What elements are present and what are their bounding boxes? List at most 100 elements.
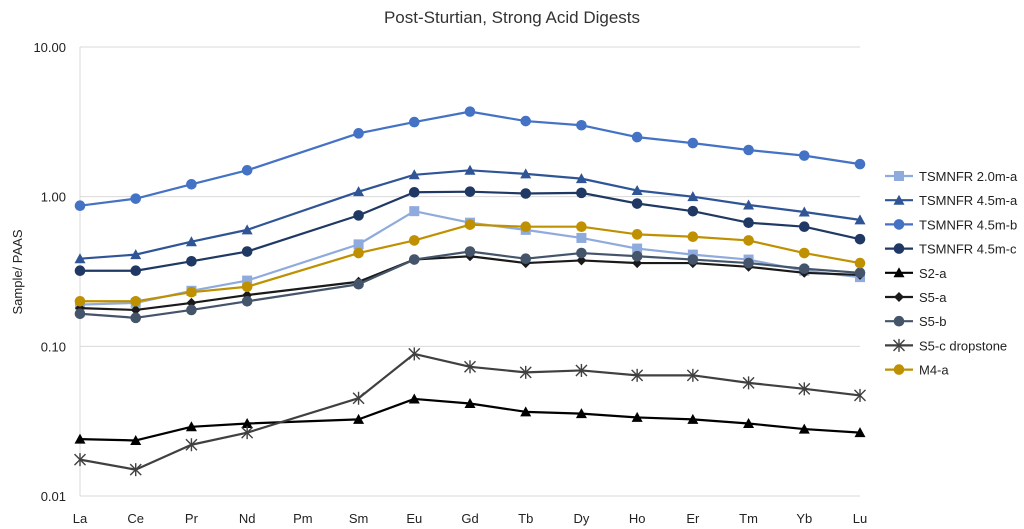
data-point bbox=[798, 247, 810, 259]
data-point bbox=[241, 224, 253, 235]
series-line bbox=[79, 110, 861, 207]
series bbox=[74, 186, 866, 277]
legend-item: M4-a bbox=[885, 363, 949, 378]
data-point bbox=[130, 249, 142, 260]
legend-item: TSMNFR 4.5m-c bbox=[885, 242, 1017, 257]
data-point bbox=[854, 427, 866, 438]
data-point bbox=[854, 388, 866, 402]
data-point bbox=[631, 368, 644, 382]
data-point bbox=[687, 137, 699, 149]
data-point bbox=[743, 144, 754, 156]
series-line bbox=[79, 397, 861, 442]
data-point bbox=[74, 253, 86, 264]
data-point bbox=[575, 173, 587, 184]
data-point bbox=[74, 265, 86, 277]
legend-label: TSMNFR 4.5m-b bbox=[919, 217, 1017, 232]
legend-item: S5-a bbox=[885, 290, 947, 305]
data-point bbox=[742, 376, 755, 390]
legend: TSMNFR 2.0m-a TSMNFR 4.5m-a TSMNFR 4.5m-b T… bbox=[885, 169, 1018, 378]
x-tick-label: Eu bbox=[406, 511, 422, 526]
data-point bbox=[631, 131, 643, 143]
legend-label: S5-a bbox=[919, 290, 947, 305]
data-point bbox=[464, 164, 476, 175]
x-tick-label: Dy bbox=[573, 511, 589, 526]
data-point bbox=[743, 199, 755, 210]
data-point bbox=[687, 254, 699, 265]
data-point bbox=[798, 150, 810, 161]
legend-marker bbox=[893, 194, 905, 205]
data-point bbox=[408, 254, 420, 265]
y-axis-label: Sample/ PAAS bbox=[10, 229, 25, 314]
data-point bbox=[242, 275, 253, 286]
data-point bbox=[743, 235, 754, 246]
legend-item: S5-c dropstone bbox=[885, 338, 1007, 353]
legend-marker bbox=[894, 292, 904, 302]
legend-item: S2-a bbox=[885, 266, 947, 281]
data-point bbox=[743, 217, 754, 228]
data-point bbox=[352, 391, 365, 405]
data-point bbox=[409, 206, 420, 217]
series-line bbox=[80, 223, 861, 303]
series-line bbox=[79, 352, 861, 471]
data-point bbox=[743, 257, 754, 269]
series-line bbox=[79, 169, 861, 260]
x-tick-label: Ce bbox=[127, 511, 144, 526]
data-point bbox=[520, 115, 532, 127]
data-point bbox=[241, 426, 254, 440]
x-tick-label: Pm bbox=[293, 511, 313, 526]
x-tick-label: Pr bbox=[185, 511, 199, 526]
x-tick-label: Tm bbox=[739, 511, 758, 526]
data-point bbox=[687, 205, 699, 217]
data-point bbox=[798, 263, 810, 275]
data-point bbox=[353, 247, 364, 259]
data-point bbox=[74, 295, 86, 307]
legend-marker bbox=[894, 171, 904, 181]
data-point bbox=[353, 186, 365, 197]
data-point bbox=[520, 253, 532, 265]
data-point bbox=[464, 397, 476, 408]
series bbox=[74, 219, 866, 307]
data-point bbox=[186, 304, 197, 316]
y-tick-label: 0.10 bbox=[41, 339, 66, 354]
data-point bbox=[408, 169, 420, 180]
series-line bbox=[79, 250, 861, 319]
data-point bbox=[464, 246, 476, 257]
data-point bbox=[464, 219, 476, 230]
data-point bbox=[743, 418, 755, 429]
data-point bbox=[408, 393, 420, 404]
data-point bbox=[798, 221, 810, 232]
series-line bbox=[80, 190, 861, 272]
series bbox=[74, 164, 866, 264]
data-point bbox=[186, 178, 197, 190]
data-point bbox=[464, 106, 476, 117]
data-point bbox=[798, 206, 810, 217]
data-point bbox=[241, 295, 253, 307]
y-tick-label: 0.01 bbox=[41, 489, 66, 504]
data-point bbox=[353, 278, 364, 290]
data-point bbox=[520, 168, 532, 179]
legend-item: TSMNFR 4.5m-b bbox=[885, 217, 1017, 232]
data-point bbox=[130, 193, 142, 204]
x-tick-label: Ho bbox=[629, 511, 646, 526]
legend-label: TSMNFR 4.5m-c bbox=[919, 242, 1017, 257]
data-point bbox=[854, 257, 866, 269]
data-point bbox=[185, 438, 198, 452]
data-point bbox=[519, 365, 532, 379]
data-point bbox=[687, 191, 699, 202]
x-tick-label: Er bbox=[686, 511, 700, 526]
data-point bbox=[74, 433, 86, 444]
legend-marker bbox=[893, 364, 905, 375]
data-point bbox=[687, 231, 699, 243]
data-point bbox=[186, 255, 197, 267]
data-point bbox=[631, 411, 643, 422]
y-tick-label: 10.00 bbox=[33, 40, 66, 55]
data-point bbox=[353, 128, 364, 139]
data-point bbox=[576, 247, 587, 259]
data-point bbox=[408, 347, 421, 361]
legend-marker bbox=[893, 315, 905, 327]
x-tick-label: Lu bbox=[853, 511, 867, 526]
legend-marker bbox=[893, 243, 905, 254]
series bbox=[74, 246, 866, 324]
series bbox=[74, 106, 866, 212]
